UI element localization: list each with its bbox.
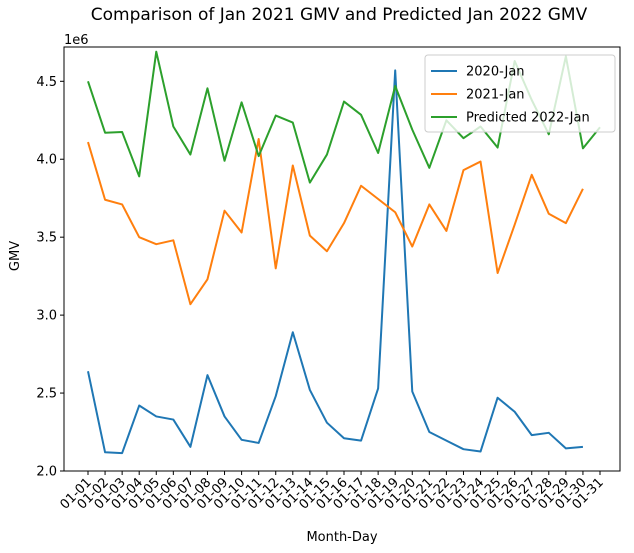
y-tick-label: 2.0 xyxy=(36,465,57,480)
legend-box xyxy=(424,54,616,133)
legend: 2020-Jan 2021-Jan Predicted 2022-Jan xyxy=(424,54,616,133)
legend-label-2: 2021-Jan xyxy=(466,88,525,103)
y-tick-label: 3.0 xyxy=(36,309,57,324)
plot-frame xyxy=(63,46,621,472)
legend-label-3: Predicted 2022-Jan xyxy=(466,111,590,126)
y-tick-label: 4.5 xyxy=(36,75,57,90)
y-tick-label: 4.0 xyxy=(36,153,57,168)
series-line-2 xyxy=(87,137,584,306)
x-axis-label: Month-Day xyxy=(306,530,377,545)
y-multiplier-label: 1e6 xyxy=(64,33,89,48)
series-line-1 xyxy=(87,69,584,455)
y-tick-label: 2.5 xyxy=(36,387,57,402)
y-tick-label: 3.5 xyxy=(36,231,57,246)
y-axis-label: GMV xyxy=(8,241,23,271)
chart-title: Comparison of Jan 2021 GMV and Predicted… xyxy=(91,5,588,25)
legend-label-1: 2020-Jan xyxy=(466,65,525,80)
